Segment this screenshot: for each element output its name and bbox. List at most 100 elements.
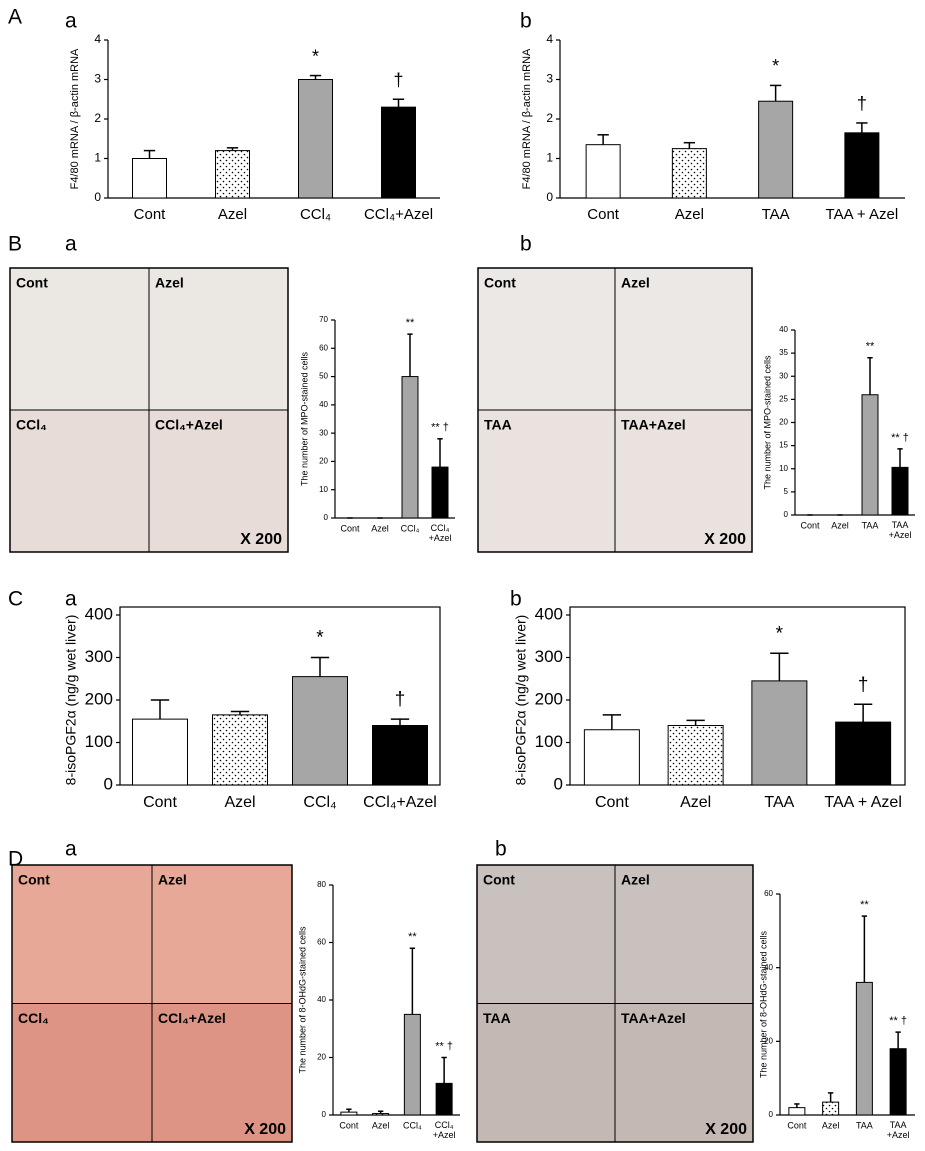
- micrograph-label: Azel: [158, 872, 187, 888]
- x-tick-label: TAA: [856, 1120, 873, 1130]
- y-tick-label: 10: [779, 464, 788, 473]
- bar: [215, 150, 250, 199]
- bar: [751, 680, 808, 786]
- x-tick-label: Cont: [587, 206, 620, 223]
- magnification: X 200: [244, 1121, 286, 1138]
- y-tick-label: 80: [317, 880, 326, 889]
- bar: [671, 148, 707, 199]
- micrograph-tile: [614, 864, 754, 1004]
- micrograph-tile: [148, 409, 289, 553]
- y-tick-label: 15: [779, 441, 788, 450]
- bar: [298, 79, 333, 199]
- micrograph-tile: [476, 864, 616, 1004]
- bar: [292, 676, 348, 786]
- y-axis-label: 8-isoPGF2α (ng/g wet liver): [63, 615, 79, 786]
- y-tick-label: 300: [535, 647, 563, 666]
- significance-mark: **: [860, 899, 869, 911]
- micrograph-tile: [11, 1003, 153, 1143]
- y-tick-label: 60: [764, 889, 773, 898]
- y-tick-label: 1: [546, 151, 553, 165]
- bar: [758, 100, 794, 199]
- x-tick-label: CCl₄+Azel: [364, 206, 433, 223]
- y-tick-label: 40: [764, 963, 773, 972]
- y-tick-label: 0: [784, 510, 789, 519]
- significance-mark: †: [395, 689, 406, 710]
- micrograph-tile: [614, 409, 753, 553]
- micrograph-label: CCl₄+Azel: [155, 417, 223, 433]
- y-tick-label: 200: [85, 689, 113, 708]
- bar: [372, 725, 428, 786]
- y-tick-label: 3: [546, 72, 553, 86]
- bar: [132, 158, 167, 199]
- y-tick-label: 20: [779, 418, 788, 427]
- bar: [381, 106, 416, 199]
- y-tick-label: 100: [85, 732, 113, 751]
- y-tick-label: 0: [546, 190, 553, 204]
- y-tick-label: 20: [317, 1053, 326, 1062]
- y-tick-label: 400: [85, 604, 113, 623]
- y-tick-label: 0: [324, 513, 329, 522]
- plot-frame: [569, 606, 906, 786]
- x-tick-label: TAA: [762, 206, 790, 223]
- y-tick-label: 20: [764, 1036, 773, 1045]
- y-tick-label: 3: [94, 72, 101, 86]
- x-tick-label: Cont: [595, 794, 629, 811]
- bar: [212, 714, 268, 786]
- micrograph-frame: [476, 864, 754, 1143]
- bar: [835, 721, 892, 786]
- bar: [372, 1113, 390, 1116]
- micrograph-label: Azel: [155, 275, 184, 291]
- magnification: X 200: [704, 531, 746, 548]
- y-tick-label: 200: [535, 689, 563, 708]
- y-tick-label: 0: [94, 190, 101, 204]
- panel-label: b: [520, 10, 532, 33]
- bar: [340, 1111, 358, 1116]
- x-tick-label: TAA: [764, 794, 794, 811]
- significance-mark: ** †: [891, 432, 909, 444]
- micrograph-label: Azel: [621, 872, 650, 888]
- y-tick-label: 40: [317, 995, 326, 1004]
- x-tick-label: Cont: [134, 206, 167, 223]
- significance-mark: †: [857, 94, 867, 114]
- significance-mark: ** †: [435, 1040, 453, 1052]
- bar: [431, 466, 449, 519]
- bar: [401, 376, 419, 519]
- y-tick-label: 0: [554, 774, 563, 793]
- micrograph-label: TAA: [484, 417, 512, 433]
- significance-mark: *: [312, 46, 319, 66]
- panel-label: b: [520, 233, 532, 256]
- x-tick-label: CCl₄: [300, 206, 331, 223]
- significance-mark: ** †: [431, 422, 449, 434]
- y-tick-label: 100: [535, 732, 563, 751]
- y-tick-label: 25: [779, 394, 788, 403]
- micrograph-tile: [614, 1003, 754, 1143]
- bar: [132, 718, 188, 786]
- y-tick-label: 40: [779, 325, 788, 334]
- bar: [788, 1107, 806, 1116]
- x-tick-label: CCl₄: [403, 1120, 422, 1130]
- y-axis-label: The number of MPO-stained cells: [762, 355, 772, 490]
- micrograph-label: Cont: [483, 872, 515, 888]
- x-tick-label: Cont: [340, 523, 360, 533]
- bar: [855, 981, 873, 1116]
- significance-mark: *: [316, 628, 324, 649]
- magnification: X 200: [240, 531, 282, 548]
- y-tick-label: 60: [317, 938, 326, 947]
- y-tick-label: 40: [319, 400, 328, 409]
- x-tick-label: Azel: [680, 794, 711, 811]
- x-tick-label: CCl₄+Azel: [363, 794, 437, 811]
- x-tick-label: Azel: [218, 206, 247, 223]
- y-tick-label: 300: [85, 647, 113, 666]
- x-tick-label: CCl₄: [303, 794, 336, 811]
- y-tick-label: 20: [319, 457, 328, 466]
- micrograph-tile: [151, 1003, 293, 1143]
- y-tick-label: 35: [779, 348, 788, 357]
- y-tick-label: 4: [94, 32, 101, 46]
- panel-letter: B: [8, 233, 22, 256]
- y-tick-label: 5: [784, 487, 789, 496]
- x-tick-label: Cont: [787, 1120, 807, 1130]
- micrograph-label: Cont: [16, 275, 48, 291]
- magnification: X 200: [705, 1121, 747, 1138]
- significance-mark: *: [772, 56, 779, 76]
